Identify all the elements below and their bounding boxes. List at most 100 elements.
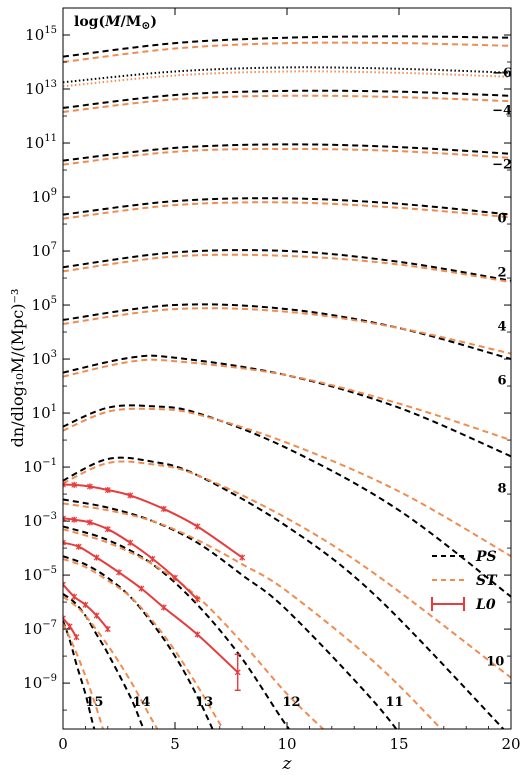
l0-point xyxy=(93,612,100,619)
l0-point xyxy=(75,543,82,550)
l0-point xyxy=(194,523,201,530)
l0-point xyxy=(71,481,78,488)
mass-label: 14 xyxy=(132,695,150,710)
y-tick-label: 1013 xyxy=(25,79,57,98)
y-tick-label: 109 xyxy=(32,187,57,206)
mass-label: 8 xyxy=(498,482,507,497)
l0-point xyxy=(63,481,66,488)
mass-label: 2 xyxy=(498,266,507,281)
l0-point xyxy=(63,615,66,622)
l0-point xyxy=(138,585,145,592)
mass-label: 4 xyxy=(498,320,507,335)
series-st-mass-10 xyxy=(63,460,511,679)
series-ps-mass-4 xyxy=(63,303,511,360)
series-ps-mass-0 xyxy=(63,197,511,216)
l0-point xyxy=(104,487,111,494)
y-tick-label: 10−1 xyxy=(23,457,57,476)
l0-point xyxy=(194,631,201,638)
series-ps-mass-10 xyxy=(63,456,505,729)
series-ps-mass-2 xyxy=(63,249,511,282)
series-st-mass-m6 xyxy=(63,70,511,88)
series-l0-mass-12 xyxy=(63,517,199,601)
y-tick-label: 10−3 xyxy=(23,511,57,530)
mass-label: 6 xyxy=(498,374,507,389)
l0-point xyxy=(172,574,178,581)
series-st-mass-13 xyxy=(63,557,225,729)
x-tick-label: 10 xyxy=(277,735,296,753)
l0-point xyxy=(86,519,93,526)
y-tick-label: 103 xyxy=(32,349,57,368)
y-tick-label: 1011 xyxy=(25,133,57,152)
series-ps-mass-m7 xyxy=(63,35,511,58)
y-tick-label: 1015 xyxy=(25,25,57,44)
mass-labels-layer: −6 −4 −2 0 2 4 6 8 10 11 12 13 14 15 xyxy=(85,66,512,710)
series-ps-mass-11 xyxy=(63,498,398,729)
x-tick-label: 20 xyxy=(501,735,520,753)
x-tick-label: 0 xyxy=(58,735,68,753)
series-st-mass-m4 xyxy=(63,94,511,113)
mass-label: −4 xyxy=(492,104,512,119)
curves-layer xyxy=(63,35,511,729)
series-st-mass-m7 xyxy=(63,41,511,63)
series-st-mass-11 xyxy=(63,502,443,729)
l0-point xyxy=(71,516,78,523)
y-axis-label: dn/dlog₁₀M/(Mpc)⁻³ xyxy=(8,289,27,448)
series-l0-mass-11 xyxy=(63,483,243,559)
mass-label: 12 xyxy=(282,695,300,710)
series-st-mass-15 xyxy=(63,623,104,729)
series-ps-mass-14 xyxy=(63,593,145,729)
x-tick-label: 15 xyxy=(389,735,408,753)
l0-point xyxy=(149,555,156,562)
l0-point xyxy=(63,581,66,588)
legend: PS ST L0 xyxy=(431,549,498,613)
series-st-mass-0 xyxy=(63,201,511,220)
series-ps-mass-m4 xyxy=(63,89,511,109)
y-tick-label: 107 xyxy=(32,241,57,260)
l0-point xyxy=(71,593,78,600)
mass-label: −2 xyxy=(492,158,512,173)
legend-label-l0: L0 xyxy=(475,597,496,613)
mass-label: 13 xyxy=(195,695,213,710)
y-tick-label: 10−7 xyxy=(23,619,57,638)
series-st-mass-8 xyxy=(63,407,511,558)
l0-point xyxy=(116,569,122,576)
series-ps-mass-6 xyxy=(63,354,511,458)
mass-title-log: log(M/M⊙) xyxy=(74,14,157,32)
l0-point xyxy=(63,539,66,546)
series-ps-mass-12 xyxy=(63,525,291,729)
l0-point xyxy=(234,653,241,691)
series-st-mass-4 xyxy=(63,307,511,355)
y-tick-label: 10−5 xyxy=(23,565,57,584)
series-st-mass-m2 xyxy=(63,147,511,166)
x-tick-label: 5 xyxy=(170,735,180,753)
mass-label: 10 xyxy=(486,654,504,669)
y-tick-label: 10−9 xyxy=(23,673,57,692)
l0-point xyxy=(93,554,100,561)
l0-point xyxy=(160,604,167,611)
series-ps-mass-m6 xyxy=(63,66,511,84)
l0-point xyxy=(239,554,246,561)
series-st-mass-6 xyxy=(63,358,511,442)
l0-point xyxy=(86,483,93,490)
plot-frame xyxy=(62,7,512,730)
l0-point xyxy=(127,492,134,499)
l0-point xyxy=(73,634,80,641)
mass-label: 11 xyxy=(385,695,403,710)
l0-point xyxy=(104,526,111,533)
l0-point xyxy=(82,601,89,608)
series-ps-mass-8 xyxy=(63,404,511,598)
x-axis-label: z xyxy=(282,754,293,774)
series-ps-mass-13 xyxy=(63,555,214,729)
axes-layer: 0 5 10 15 2010151013101110910710510310110−11… xyxy=(23,7,520,753)
l0-point xyxy=(127,539,134,546)
y-tick-label: 101 xyxy=(32,403,57,422)
l0-point xyxy=(104,626,111,633)
mass-label: −6 xyxy=(492,66,512,81)
mass-label: 15 xyxy=(85,695,103,710)
l0-point xyxy=(63,515,66,522)
series-st-mass-2 xyxy=(63,253,511,284)
legend-swatch-l0 xyxy=(431,597,465,611)
mass-label: 0 xyxy=(498,212,507,227)
l0-point xyxy=(66,623,73,630)
